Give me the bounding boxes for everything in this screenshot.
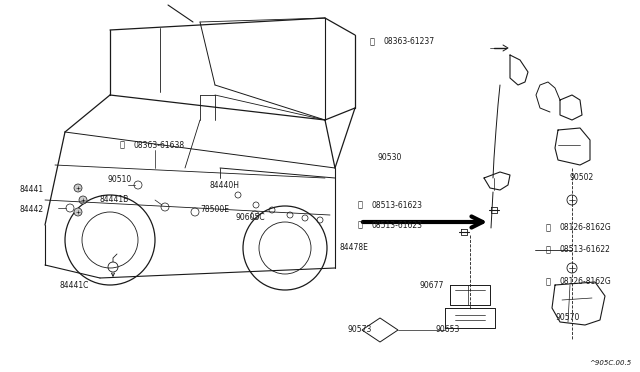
- Circle shape: [79, 196, 87, 204]
- Text: Ⓑ: Ⓑ: [546, 224, 551, 232]
- Text: Ⓢ: Ⓢ: [358, 201, 363, 209]
- Text: 08126-8162G: 08126-8162G: [560, 224, 612, 232]
- Text: 08363-61638: 08363-61638: [134, 141, 185, 150]
- Text: 08513-61623: 08513-61623: [372, 201, 423, 209]
- Text: 90510: 90510: [108, 176, 132, 185]
- Text: 90502: 90502: [570, 173, 595, 183]
- Text: Ⓢ: Ⓢ: [370, 38, 375, 46]
- Circle shape: [74, 208, 82, 216]
- Text: 78500E: 78500E: [200, 205, 229, 215]
- Text: 84441C: 84441C: [60, 280, 90, 289]
- Text: 90605C: 90605C: [236, 214, 266, 222]
- Text: 84442: 84442: [20, 205, 44, 215]
- Text: 84440H: 84440H: [210, 180, 240, 189]
- Text: 90573: 90573: [348, 326, 372, 334]
- Text: 90530: 90530: [378, 154, 403, 163]
- Text: 90677: 90677: [420, 282, 444, 291]
- Text: Ⓢ: Ⓢ: [120, 141, 125, 150]
- Text: 84478E: 84478E: [340, 244, 369, 253]
- Text: 84441: 84441: [20, 186, 44, 195]
- Text: 90653: 90653: [435, 326, 460, 334]
- Text: 08126-8162G: 08126-8162G: [560, 278, 612, 286]
- Text: Ⓢ: Ⓢ: [358, 221, 363, 230]
- Text: 08513-61622: 08513-61622: [560, 246, 611, 254]
- Text: 08513-61623: 08513-61623: [372, 221, 423, 230]
- Text: ^905C.00.5: ^905C.00.5: [589, 360, 632, 366]
- Text: Ⓢ: Ⓢ: [546, 246, 551, 254]
- Text: 90570: 90570: [555, 314, 579, 323]
- Circle shape: [74, 184, 82, 192]
- Text: 08363-61237: 08363-61237: [384, 38, 435, 46]
- Text: 84441B: 84441B: [100, 196, 129, 205]
- Text: Ⓑ: Ⓑ: [546, 278, 551, 286]
